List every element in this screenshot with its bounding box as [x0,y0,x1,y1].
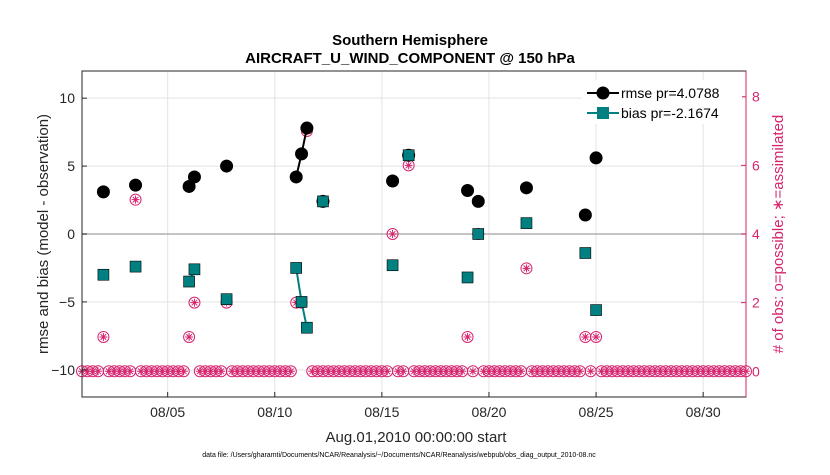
obs-possible-marker [188,296,201,309]
obs-assimilated-marker [399,367,408,376]
rmse-marker [129,178,143,192]
obs-assimilated-marker [522,264,531,273]
bias-marker [520,217,533,229]
right-y-axis-label: # of obs: o=possible; ∗=assimilated [770,115,787,354]
rmse-marker [471,194,485,208]
obs-possible-marker [129,193,142,206]
y-tick-label: 10 [59,90,75,106]
bias-marker [402,149,415,162]
rmse-marker [96,185,110,199]
obs-assimilated-marker [581,332,590,341]
rmse-marker [589,151,603,165]
bias-marker [386,259,399,272]
obs-assimilated-marker [99,332,108,341]
rmse-marker [182,179,196,193]
bias-marker [188,263,201,276]
rmse-marker [386,174,400,188]
obs-possible-marker [284,365,297,378]
obs-assimilated-marker [383,367,392,376]
legend-bias-marker [597,107,609,119]
obs-assimilated-marker [592,332,601,341]
rmse-marker [519,181,533,195]
obs-assimilated-marker [576,367,584,376]
right-y-tick-label: 4 [752,226,760,242]
x-tick-label: 08/15 [364,404,399,420]
right-y-tick-label: 8 [752,89,760,105]
rmse-marker [220,159,234,173]
rmse-marker [300,121,314,135]
bias-marker [461,271,474,284]
obs-assimilated-marker [388,230,397,238]
bias-marker [183,275,195,288]
y-axis-label: rmse and bias (model - observation) [35,114,52,354]
obs-assimilated-marker [404,161,413,170]
rmse-marker [289,170,303,184]
y-tick-label: 5 [67,158,75,174]
bias-marker [295,296,308,308]
rmse-marker [461,184,475,198]
bias-marker [301,321,313,334]
obs-possible-marker [590,330,603,343]
legend-rmse-marker [596,86,610,100]
x-tick-label: 08/30 [686,404,721,420]
x-tick-label: 08/20 [471,404,506,420]
legend: rmse pr=4.0788 bias pr=-2.1674 [582,80,742,124]
bias-marker [472,228,485,240]
right-y-tick-label: 6 [752,157,760,173]
obs-assimilated-marker [468,367,477,376]
obs-assimilated-marker [463,332,472,341]
obs-assimilated-marker [126,367,135,376]
rmse-marker [187,170,201,184]
obs-assimilated-marker [586,367,595,376]
bias-marker [97,268,110,281]
obs-assimilated-marker [185,332,194,341]
bias-marker [290,262,302,274]
chart-title: Southern Hemisphere [332,32,488,49]
chart-subtitle: AIRCRAFT_U_WIND_COMPONENT @ 150 hPa [245,50,575,67]
rmse-marker [295,147,309,161]
bias-marker [590,304,602,316]
x-tick-label: 08/10 [257,404,292,420]
axis-ticks: 08/05 08/10 08/15 08/20 08/25 08/30 −10 −5 0 5 10 0… [51,89,760,420]
obs-assimilated-marker [517,367,526,376]
obs-possible-marker [97,330,110,343]
bias-marker [129,260,142,273]
obs-assimilated-marker [179,367,188,376]
obs-possible-marker [183,330,196,343]
obs-assimilated-marker [286,367,295,376]
y-tick-label: 0 [67,226,75,242]
rmse-marker [578,208,592,222]
x-axis-label: Aug.01,2010 00:00:00 start [326,429,508,446]
legend-bias-label: bias pr=-2.1674 [621,105,719,121]
right-y-tick-label: 2 [752,295,760,311]
obs-possible-marker [520,262,533,275]
obs-assimilated-marker [217,367,226,376]
bias-marker [579,247,592,259]
right-y-tick-label: 0 [752,363,760,379]
obs-possible-marker [386,228,399,240]
x-tick-label: 08/25 [579,404,614,420]
obs-possible-marker [177,365,190,378]
y-tick-label: −10 [51,362,75,378]
obs-possible-marker [461,330,474,343]
legend-rmse-label: rmse pr=4.0788 [621,85,720,101]
obs-assimilated-marker [131,195,140,204]
obs-assimilated-marker [190,298,199,307]
x-tick-label: 08/05 [150,404,185,420]
plot-area [76,121,752,378]
y-tick-label: −5 [59,294,75,310]
obs-assimilated-marker [458,367,467,376]
bias-marker [317,195,329,208]
data-file-footer: data file: /Users/gharamti/Documents/NCA… [202,452,596,459]
bias-marker [220,293,233,306]
obs-assimilated-marker [94,367,103,376]
